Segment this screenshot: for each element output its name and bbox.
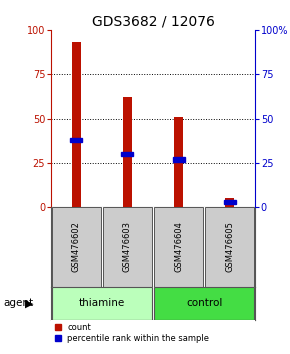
Text: control: control	[186, 298, 222, 308]
Bar	[174, 117, 183, 207]
Bar	[225, 199, 234, 207]
Text: GSM476603: GSM476603	[123, 222, 132, 273]
Bar	[123, 97, 132, 207]
Bar	[103, 207, 152, 287]
Text: thiamine: thiamine	[79, 298, 125, 308]
Legend: count, percentile rank within the sample: count, percentile rank within the sample	[55, 323, 209, 343]
Bar	[122, 152, 133, 156]
Text: agent: agent	[3, 298, 33, 308]
Bar	[205, 207, 254, 287]
Bar	[154, 207, 203, 287]
Bar	[52, 287, 152, 320]
Bar	[173, 157, 184, 162]
Bar	[72, 42, 81, 207]
Bar	[154, 287, 254, 320]
Title: GDS3682 / 12076: GDS3682 / 12076	[92, 15, 214, 29]
Text: GSM476602: GSM476602	[72, 222, 81, 272]
Bar	[52, 207, 101, 287]
Text: ▶: ▶	[25, 298, 33, 308]
Text: GSM476605: GSM476605	[225, 222, 234, 272]
Bar	[224, 200, 235, 204]
Bar	[70, 138, 82, 142]
Text: GSM476604: GSM476604	[174, 222, 183, 272]
